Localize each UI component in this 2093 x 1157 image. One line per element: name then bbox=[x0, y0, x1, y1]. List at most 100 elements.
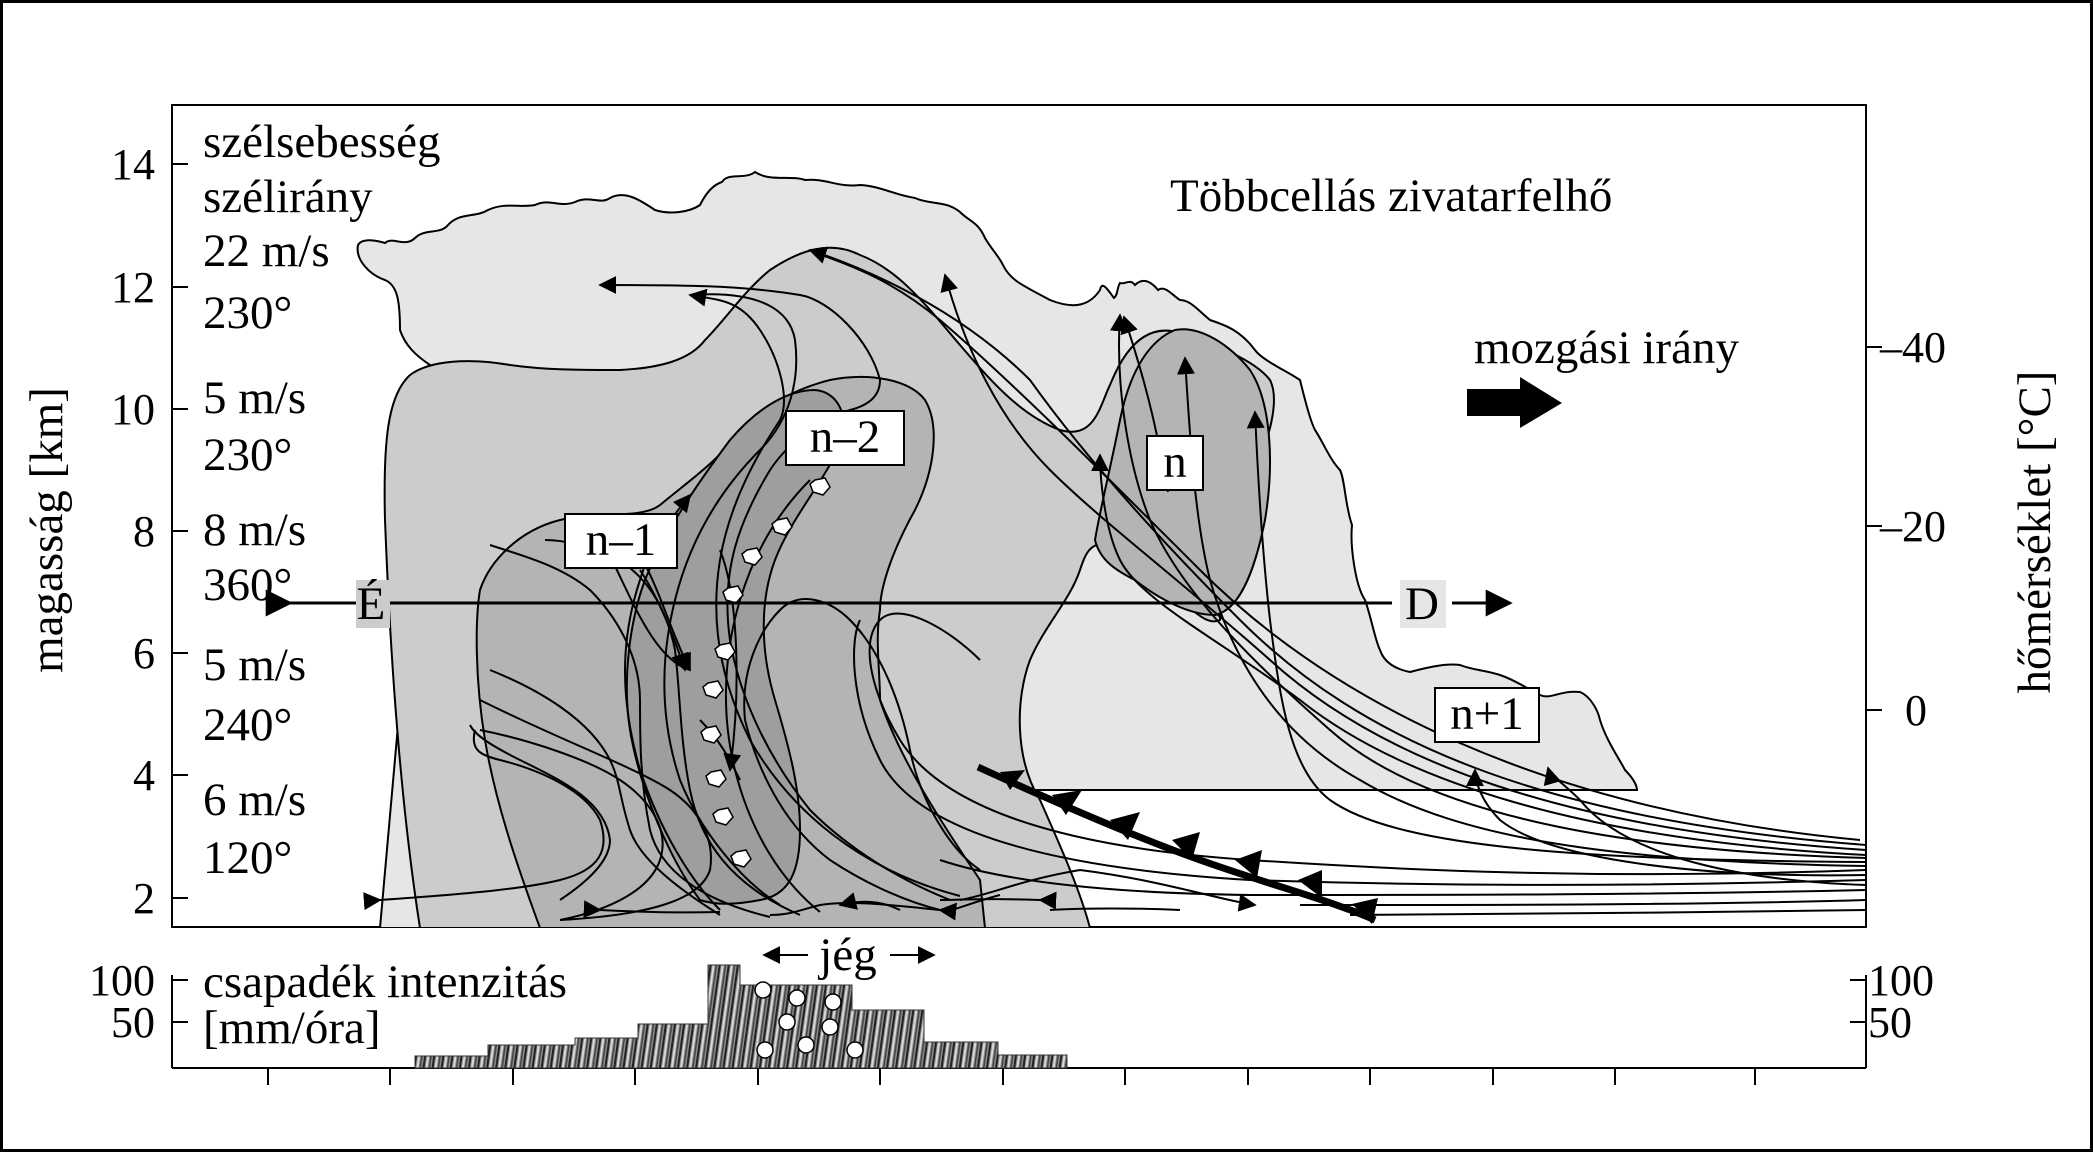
precip-tick-label: 100 bbox=[89, 956, 155, 1005]
front-triangle bbox=[1000, 770, 1025, 790]
hail-in-precip bbox=[754, 981, 864, 1059]
front-triangle bbox=[1110, 812, 1140, 840]
hail-label: jég bbox=[817, 929, 876, 981]
precip-label-line1: csapadék intenzitás bbox=[203, 956, 567, 1008]
front-triangle bbox=[1352, 898, 1378, 924]
streamline bbox=[489, 669, 721, 916]
precip-label-line2: [mm/óra] bbox=[203, 1002, 381, 1054]
y-axis-left-title: magasság [km] bbox=[21, 387, 73, 673]
streamline bbox=[1049, 907, 1181, 911]
streamline bbox=[1246, 410, 1866, 863]
precip-tick-label-right: 50 bbox=[1868, 998, 1912, 1047]
streamline bbox=[1299, 899, 1866, 906]
streamline bbox=[939, 891, 1057, 910]
front-triangle bbox=[1298, 870, 1322, 898]
streamline bbox=[868, 612, 1866, 876]
streamline bbox=[1109, 313, 1866, 859]
section-label-north: É bbox=[357, 578, 386, 630]
precip-panel: csapadék intenzitás [mm/óra] 100 50 100 … bbox=[89, 929, 1934, 1085]
hail-icon bbox=[741, 547, 763, 566]
hail-icon bbox=[705, 769, 727, 788]
streamline bbox=[479, 729, 664, 921]
hail-icon bbox=[714, 642, 736, 661]
streamline bbox=[688, 288, 961, 897]
wind-speed: 6 m/s bbox=[203, 774, 306, 826]
streamline bbox=[838, 892, 901, 911]
streamline bbox=[1349, 909, 1866, 916]
hail-icon bbox=[712, 807, 734, 826]
wind-speed: 5 m/s bbox=[203, 372, 306, 424]
front-triangle bbox=[1235, 850, 1262, 878]
wind-header-direction: szélirány bbox=[203, 171, 373, 223]
cold-front bbox=[976, 763, 1378, 924]
streamline bbox=[469, 724, 612, 901]
streamline bbox=[363, 729, 605, 911]
hail-icon bbox=[771, 517, 793, 536]
y-tick-label: 6 bbox=[133, 629, 155, 678]
front-triangle bbox=[1052, 790, 1082, 815]
streamline bbox=[479, 699, 712, 921]
wind-speed: 8 m/s bbox=[203, 504, 306, 556]
cell-label-n-minus-2: n–2 bbox=[810, 411, 881, 463]
hail-icon bbox=[700, 725, 722, 744]
streamline bbox=[719, 549, 742, 772]
front-triangle bbox=[1172, 832, 1200, 860]
hail-icon bbox=[797, 1036, 815, 1054]
cell-label-n-minus-1: n–1 bbox=[586, 514, 657, 566]
precip-tick-label-right: 100 bbox=[1868, 956, 1934, 1005]
section-line: É D bbox=[265, 578, 1513, 630]
streamline bbox=[940, 273, 1866, 851]
y-tick-label: 10 bbox=[111, 385, 155, 434]
y-axis-right-title: hőmérséklet [°C] bbox=[2009, 371, 2061, 694]
hail-icon bbox=[754, 981, 772, 999]
precip-tick-label: 50 bbox=[111, 998, 155, 1047]
wind-direction: 120° bbox=[203, 832, 292, 884]
hail-icon bbox=[809, 477, 831, 496]
streamline bbox=[699, 719, 741, 781]
streamline bbox=[663, 293, 798, 906]
streamline bbox=[808, 246, 1866, 846]
wind-direction: 230° bbox=[203, 287, 292, 339]
section-label-south: D bbox=[1405, 578, 1439, 630]
streamline bbox=[583, 900, 721, 919]
diagram-title: Többcellás zivatarfelhő bbox=[1170, 170, 1612, 222]
y-tick-label: 2 bbox=[133, 874, 155, 923]
wind-profile: szélsebesség szélirány 22 m/s 230° 5 m/s… bbox=[203, 116, 441, 884]
streamline bbox=[853, 619, 1866, 886]
y-tick-label: 14 bbox=[111, 140, 155, 189]
wind-header-speed: szélsebesség bbox=[203, 116, 441, 168]
hail-icon bbox=[730, 849, 752, 868]
streamline bbox=[944, 894, 1001, 913]
y-axis-right: –40 –20 0 hőmérséklet [°C] bbox=[1866, 323, 2061, 735]
wind-direction: 230° bbox=[203, 429, 292, 481]
precip-histogram bbox=[414, 964, 1068, 1069]
streamline bbox=[724, 479, 821, 913]
streamline bbox=[489, 544, 771, 918]
y-axis-left: 14 12 10 8 6 4 2 magasság [km] bbox=[21, 140, 188, 923]
cell-label-n: n bbox=[1163, 436, 1187, 488]
wind-speed: 5 m/s bbox=[203, 639, 306, 691]
wind-speed: 22 m/s bbox=[203, 225, 330, 277]
movement-arrow-icon bbox=[1467, 377, 1562, 428]
streamline bbox=[1091, 453, 1866, 856]
hail-icon bbox=[846, 1041, 864, 1059]
hail-icon bbox=[778, 1013, 796, 1031]
hail-icon bbox=[821, 1018, 839, 1036]
wind-direction: 240° bbox=[203, 699, 292, 751]
hail-icon bbox=[824, 993, 842, 1011]
streamline bbox=[809, 249, 1861, 841]
cell-labels: n–2 n–1 n n+1 bbox=[564, 410, 1540, 743]
y-right-tick-label: –20 bbox=[1879, 502, 1946, 551]
hail-icon bbox=[702, 680, 724, 699]
y-tick-label: 4 bbox=[133, 751, 155, 800]
y-right-tick-label: 0 bbox=[1905, 686, 1927, 735]
y-right-tick-label: –40 bbox=[1879, 323, 1946, 372]
hail-icon bbox=[756, 1041, 774, 1059]
y-tick-label: 12 bbox=[111, 263, 155, 312]
streamlines bbox=[363, 246, 1866, 921]
streamline bbox=[1177, 356, 1866, 867]
streamline bbox=[743, 598, 981, 911]
